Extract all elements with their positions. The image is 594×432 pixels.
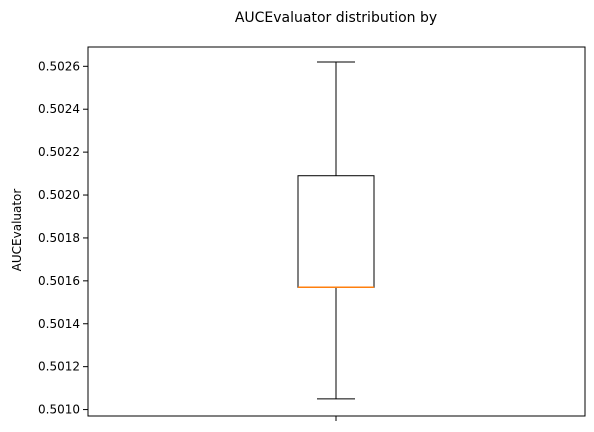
y-tick-label: 0.5016 [38, 274, 80, 288]
y-axis-label: AUCEvaluator [10, 189, 24, 272]
chart-title: AUCEvaluator distribution by [235, 10, 437, 26]
y-tick-label: 0.5022 [38, 145, 80, 159]
iqr-box [297, 175, 375, 288]
y-tick-label: 0.5024 [38, 102, 80, 116]
y-tick-label: 0.5012 [38, 360, 80, 374]
y-tick-label: 0.5010 [38, 403, 80, 417]
y-tick-label: 0.5020 [38, 188, 80, 202]
y-tick-label: 0.5014 [38, 317, 80, 331]
y-axis-ticks: 0.5010 0.5012 0.5014 0.5016 0.5018 0.5020 0.50… [38, 59, 88, 417]
y-tick-label: 0.5018 [38, 231, 80, 245]
y-tick-label: 0.5026 [38, 59, 80, 73]
box-plot [297, 61, 375, 400]
